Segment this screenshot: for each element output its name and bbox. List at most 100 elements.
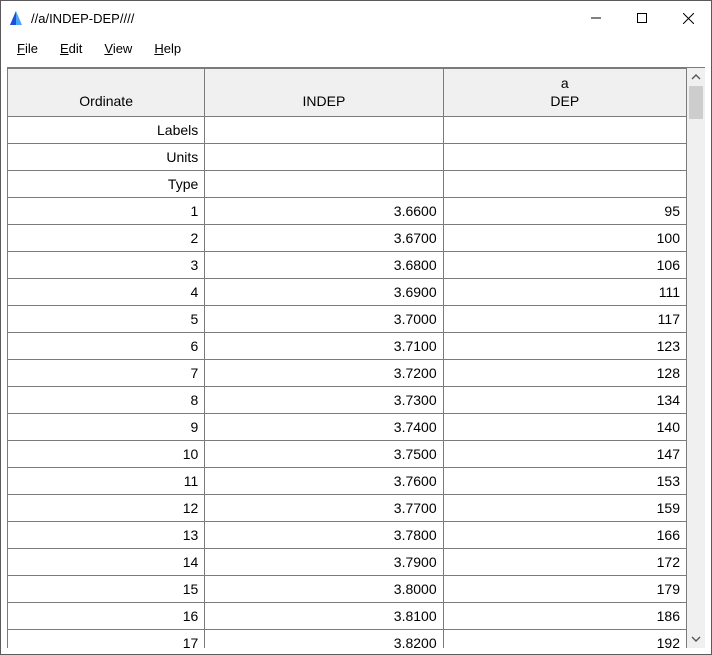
maximize-button[interactable] bbox=[619, 1, 665, 35]
ordinate-cell[interactable]: 3 bbox=[8, 252, 205, 279]
col-header-ordinate[interactable]: Ordinate bbox=[8, 69, 205, 117]
menubar: File Edit View Help bbox=[1, 35, 711, 61]
dep-cell[interactable]: 153 bbox=[443, 468, 686, 495]
table-row: 23.6700100 bbox=[8, 225, 687, 252]
dep-cell[interactable]: 117 bbox=[443, 306, 686, 333]
dep-cell[interactable]: 128 bbox=[443, 360, 686, 387]
ordinate-cell[interactable]: Type bbox=[8, 171, 205, 198]
menu-edit[interactable]: Edit bbox=[50, 39, 92, 58]
menu-help[interactable]: Help bbox=[144, 39, 191, 58]
menu-file[interactable]: File bbox=[7, 39, 48, 58]
indep-cell[interactable]: 3.7000 bbox=[205, 306, 443, 333]
ordinate-cell[interactable]: 5 bbox=[8, 306, 205, 333]
col-header-dep[interactable]: a DEP bbox=[443, 69, 686, 117]
table-scroll: Ordinate INDEP a DEP LabelsUnitsType13.6… bbox=[7, 68, 687, 648]
ordinate-cell[interactable]: 6 bbox=[8, 333, 205, 360]
app-window: //a/INDEP-DEP//// File Edit View Help bbox=[0, 0, 712, 655]
table-row: 163.8100186 bbox=[8, 603, 687, 630]
indep-cell[interactable]: 3.6800 bbox=[205, 252, 443, 279]
indep-cell[interactable]: 3.6600 bbox=[205, 198, 443, 225]
indep-cell[interactable]: 3.7600 bbox=[205, 468, 443, 495]
vertical-scrollbar[interactable] bbox=[687, 68, 705, 648]
ordinate-cell[interactable]: 12 bbox=[8, 495, 205, 522]
dep-cell[interactable]: 192 bbox=[443, 630, 686, 649]
scroll-up-arrow-icon[interactable] bbox=[687, 68, 705, 86]
ordinate-cell[interactable]: 7 bbox=[8, 360, 205, 387]
indep-cell[interactable] bbox=[205, 144, 443, 171]
table-row: 143.7900172 bbox=[8, 549, 687, 576]
ordinate-cell[interactable]: 1 bbox=[8, 198, 205, 225]
table-row: 13.660095 bbox=[8, 198, 687, 225]
indep-cell[interactable]: 3.7800 bbox=[205, 522, 443, 549]
dep-cell[interactable] bbox=[443, 144, 686, 171]
ordinate-cell[interactable]: Units bbox=[8, 144, 205, 171]
dep-cell[interactable]: 123 bbox=[443, 333, 686, 360]
indep-cell[interactable]: 3.7300 bbox=[205, 387, 443, 414]
table-row: 93.7400140 bbox=[8, 414, 687, 441]
minimize-button[interactable] bbox=[573, 1, 619, 35]
close-button[interactable] bbox=[665, 1, 711, 35]
ordinate-cell[interactable]: 9 bbox=[8, 414, 205, 441]
col-header-indep[interactable]: INDEP bbox=[205, 69, 443, 117]
indep-cell[interactable]: 3.8100 bbox=[205, 603, 443, 630]
indep-cell[interactable]: 3.8200 bbox=[205, 630, 443, 649]
indep-cell[interactable]: 3.6700 bbox=[205, 225, 443, 252]
ordinate-cell[interactable]: 11 bbox=[8, 468, 205, 495]
dep-cell[interactable]: 166 bbox=[443, 522, 686, 549]
table-row: Units bbox=[8, 144, 687, 171]
table-row: 63.7100123 bbox=[8, 333, 687, 360]
indep-cell[interactable]: 3.7100 bbox=[205, 333, 443, 360]
ordinate-cell[interactable]: 15 bbox=[8, 576, 205, 603]
indep-cell[interactable]: 3.7700 bbox=[205, 495, 443, 522]
ordinate-cell[interactable]: 10 bbox=[8, 441, 205, 468]
table-row: 83.7300134 bbox=[8, 387, 687, 414]
table-row: 173.8200192 bbox=[8, 630, 687, 649]
indep-cell[interactable]: 3.7400 bbox=[205, 414, 443, 441]
table-row: Type bbox=[8, 171, 687, 198]
scroll-thumb[interactable] bbox=[689, 86, 703, 119]
table-area: Ordinate INDEP a DEP LabelsUnitsType13.6… bbox=[7, 67, 705, 648]
window-title: //a/INDEP-DEP//// bbox=[31, 11, 573, 26]
dep-cell[interactable]: 140 bbox=[443, 414, 686, 441]
dep-cell[interactable]: 186 bbox=[443, 603, 686, 630]
table-row: 53.7000117 bbox=[8, 306, 687, 333]
ordinate-cell[interactable]: 17 bbox=[8, 630, 205, 649]
dep-cell[interactable]: 111 bbox=[443, 279, 686, 306]
dep-cell[interactable]: 147 bbox=[443, 441, 686, 468]
data-table: Ordinate INDEP a DEP LabelsUnitsType13.6… bbox=[7, 68, 687, 648]
dep-cell[interactable] bbox=[443, 117, 686, 144]
ordinate-cell[interactable]: 4 bbox=[8, 279, 205, 306]
dep-cell[interactable]: 95 bbox=[443, 198, 686, 225]
scroll-track[interactable] bbox=[687, 86, 705, 630]
dep-cell[interactable]: 179 bbox=[443, 576, 686, 603]
table-row: Labels bbox=[8, 117, 687, 144]
dep-cell[interactable]: 134 bbox=[443, 387, 686, 414]
ordinate-cell[interactable]: 2 bbox=[8, 225, 205, 252]
table-row: 33.6800106 bbox=[8, 252, 687, 279]
menu-view[interactable]: View bbox=[94, 39, 142, 58]
ordinate-cell[interactable]: 14 bbox=[8, 549, 205, 576]
window-controls bbox=[573, 1, 711, 35]
ordinate-cell[interactable]: 16 bbox=[8, 603, 205, 630]
indep-cell[interactable]: 3.7900 bbox=[205, 549, 443, 576]
dep-cell[interactable]: 172 bbox=[443, 549, 686, 576]
dep-cell[interactable]: 159 bbox=[443, 495, 686, 522]
table-row: 113.7600153 bbox=[8, 468, 687, 495]
table-row: 73.7200128 bbox=[8, 360, 687, 387]
dep-cell[interactable]: 100 bbox=[443, 225, 686, 252]
dep-cell[interactable]: 106 bbox=[443, 252, 686, 279]
indep-cell[interactable] bbox=[205, 171, 443, 198]
ordinate-cell[interactable]: 8 bbox=[8, 387, 205, 414]
indep-cell[interactable]: 3.8000 bbox=[205, 576, 443, 603]
indep-cell[interactable]: 3.7200 bbox=[205, 360, 443, 387]
dep-cell[interactable] bbox=[443, 171, 686, 198]
table-row: 103.7500147 bbox=[8, 441, 687, 468]
indep-cell[interactable]: 3.7500 bbox=[205, 441, 443, 468]
indep-cell[interactable] bbox=[205, 117, 443, 144]
ordinate-cell[interactable]: Labels bbox=[8, 117, 205, 144]
table-header-row: Ordinate INDEP a DEP bbox=[8, 69, 687, 117]
indep-cell[interactable]: 3.6900 bbox=[205, 279, 443, 306]
table-row: 123.7700159 bbox=[8, 495, 687, 522]
ordinate-cell[interactable]: 13 bbox=[8, 522, 205, 549]
scroll-down-arrow-icon[interactable] bbox=[687, 630, 705, 648]
